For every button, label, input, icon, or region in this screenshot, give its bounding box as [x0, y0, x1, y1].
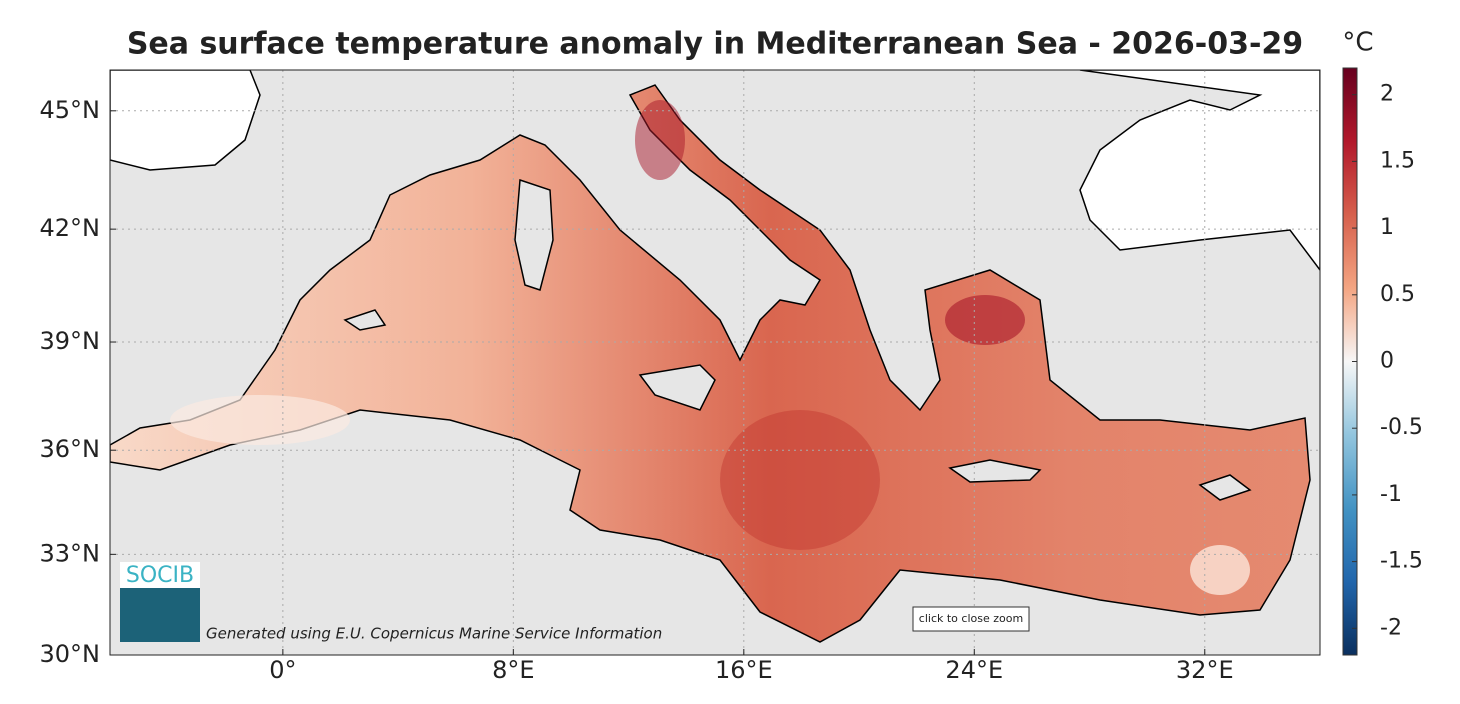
colorbar-tick-label: 0.5	[1380, 282, 1415, 307]
map-title: Sea surface temperature anomaly in Medit…	[127, 27, 1303, 62]
y-tick-label: 42°N	[40, 214, 101, 242]
colorbar-tick-label: 1.5	[1380, 148, 1415, 173]
black-sea-region	[1079, 70, 1320, 272]
colorbar-unit: °C	[1342, 28, 1373, 58]
close-zoom-button[interactable]	[912, 606, 1030, 632]
logo-text: SOCIB	[126, 563, 194, 588]
colorbar-tick-label: 1	[1380, 215, 1394, 240]
y-tick-label: 45°N	[40, 96, 101, 124]
anomaly-patch	[1190, 545, 1250, 595]
colorbar-tick-label: 2	[1380, 82, 1394, 107]
anomaly-patch	[170, 395, 350, 445]
y-tick-label: 39°N	[40, 327, 101, 355]
colorbar-tick-label: -1	[1380, 482, 1402, 507]
island	[343, 309, 387, 331]
map-frame	[109, 69, 1321, 656]
close-zoom-label[interactable]: click to close zoom	[919, 612, 1023, 625]
credit-text: Generated using E.U. Copernicus Marine S…	[206, 625, 662, 643]
x-tick-label: 16°E	[715, 656, 773, 684]
anomaly-patch	[720, 410, 880, 550]
y-tick-label: 30°N	[40, 640, 101, 668]
colorbar-tick-label: -2	[1380, 615, 1402, 640]
x-tick-label: 8°E	[492, 656, 534, 684]
land-outside	[110, 70, 261, 171]
logo-top	[120, 562, 200, 588]
y-tick-label: 36°N	[40, 435, 101, 463]
colorbar-tick-label: -1.5	[1380, 549, 1423, 574]
island	[948, 459, 1042, 483]
island	[638, 364, 716, 411]
island	[514, 178, 554, 291]
colorbar-tick-label: 0	[1380, 349, 1394, 374]
sea-surface	[110, 84, 1311, 643]
x-tick-label: 32°E	[1176, 656, 1234, 684]
x-tick-label: 0°	[269, 656, 296, 684]
anomaly-patch	[635, 100, 685, 180]
island	[1198, 474, 1252, 501]
map-layers	[110, 70, 1320, 643]
y-tick-label: 33°N	[40, 539, 101, 567]
x-tick-label: 24°E	[945, 656, 1003, 684]
anomaly-patch	[945, 295, 1025, 345]
colorbar-tick-label: -0.5	[1380, 415, 1423, 440]
